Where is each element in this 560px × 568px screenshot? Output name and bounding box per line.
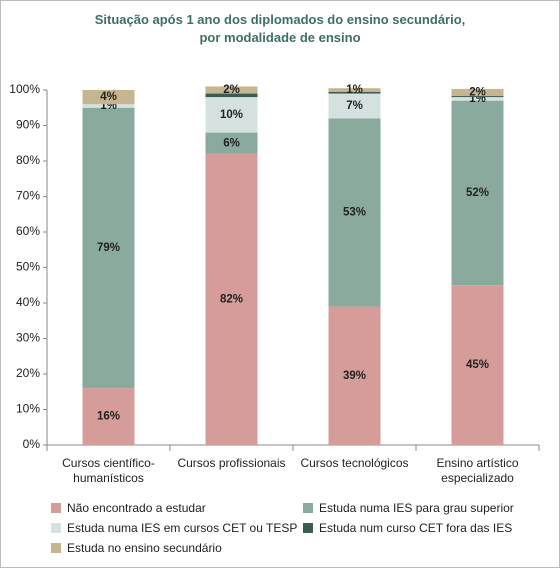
bar-segment bbox=[328, 88, 381, 92]
bar-segment bbox=[82, 90, 135, 105]
legend-swatch bbox=[303, 503, 313, 513]
legend-label: Estuda numa IES em cursos CET ou TESP bbox=[67, 521, 298, 535]
y-tick-label: 90% bbox=[16, 118, 40, 132]
legend-item: Não encontrado a estudar bbox=[51, 501, 206, 515]
bar-segment bbox=[451, 285, 504, 445]
data-label: 6% bbox=[223, 137, 240, 149]
legend-item: Estuda numa IES para grau superior bbox=[303, 501, 514, 515]
bar-segment bbox=[205, 86, 258, 94]
bar-segment bbox=[205, 153, 258, 445]
y-tick-label: 70% bbox=[16, 189, 40, 203]
legend-item: Estuda num curso CET fora das IES bbox=[303, 521, 512, 535]
bar-segment bbox=[451, 96, 504, 98]
data-label: 2% bbox=[469, 87, 486, 99]
bar-segment bbox=[205, 132, 258, 154]
data-label: 39% bbox=[343, 370, 366, 382]
bar-segment bbox=[328, 306, 381, 445]
data-label: 53% bbox=[343, 207, 366, 219]
chart-title: por modalidade de ensino bbox=[199, 30, 361, 45]
bar-segment bbox=[205, 97, 258, 133]
y-tick-label: 40% bbox=[16, 295, 40, 309]
legend-label: Estuda no ensino secundário bbox=[67, 541, 222, 555]
x-tick-label: Ensino artístico especializado bbox=[436, 456, 519, 485]
data-label: 16% bbox=[97, 411, 120, 423]
bar-segment bbox=[82, 388, 135, 445]
data-label: 10% bbox=[220, 109, 243, 121]
data-label: 4% bbox=[100, 91, 117, 103]
legend-item: Estuda no ensino secundário bbox=[51, 541, 222, 555]
bar-segment bbox=[451, 100, 504, 286]
bar-segment bbox=[205, 93, 258, 98]
bar-segment bbox=[82, 104, 135, 108]
bar-segment bbox=[328, 118, 381, 307]
bar-segment bbox=[328, 91, 381, 94]
y-tick-label: 50% bbox=[16, 260, 40, 274]
legend-swatch bbox=[51, 503, 61, 513]
bar-segment bbox=[328, 93, 381, 119]
legend-item: Estuda numa IES em cursos CET ou TESP bbox=[51, 521, 297, 535]
y-tick-label: 60% bbox=[16, 224, 40, 238]
bar-segment bbox=[451, 88, 504, 97]
x-tick-label: Cursos profissionais bbox=[177, 456, 286, 470]
legend-label: Estuda numa IES para grau superior bbox=[319, 501, 514, 515]
data-label: 1% bbox=[346, 84, 363, 96]
y-tick-label: 10% bbox=[16, 402, 40, 416]
y-tick-label: 100% bbox=[9, 82, 40, 96]
chart-title: Situação após 1 ano dos diplomados do en… bbox=[94, 12, 466, 27]
legend-label: Não encontrado a estudar bbox=[67, 501, 206, 515]
legend-swatch bbox=[51, 543, 61, 553]
data-label: 52% bbox=[466, 187, 489, 199]
y-tick-label: 0% bbox=[23, 437, 41, 451]
x-tick-label: Cursos científico-humanísticos bbox=[62, 456, 155, 485]
data-label: 82% bbox=[220, 293, 243, 305]
y-tick-label: 80% bbox=[16, 153, 40, 167]
y-tick-label: 20% bbox=[16, 366, 40, 380]
data-label: 2% bbox=[223, 84, 240, 96]
x-tick-label: Cursos tecnológicos bbox=[300, 456, 409, 470]
legend-label: Estuda num curso CET fora das IES bbox=[319, 521, 513, 535]
data-label: 79% bbox=[97, 242, 120, 254]
legend-swatch bbox=[51, 523, 61, 533]
legend-swatch bbox=[303, 523, 313, 533]
data-label: 45% bbox=[466, 359, 489, 371]
data-label: 7% bbox=[346, 100, 363, 112]
bar-segment bbox=[451, 97, 504, 101]
y-tick-label: 30% bbox=[16, 331, 40, 345]
bar-segment bbox=[82, 107, 135, 389]
